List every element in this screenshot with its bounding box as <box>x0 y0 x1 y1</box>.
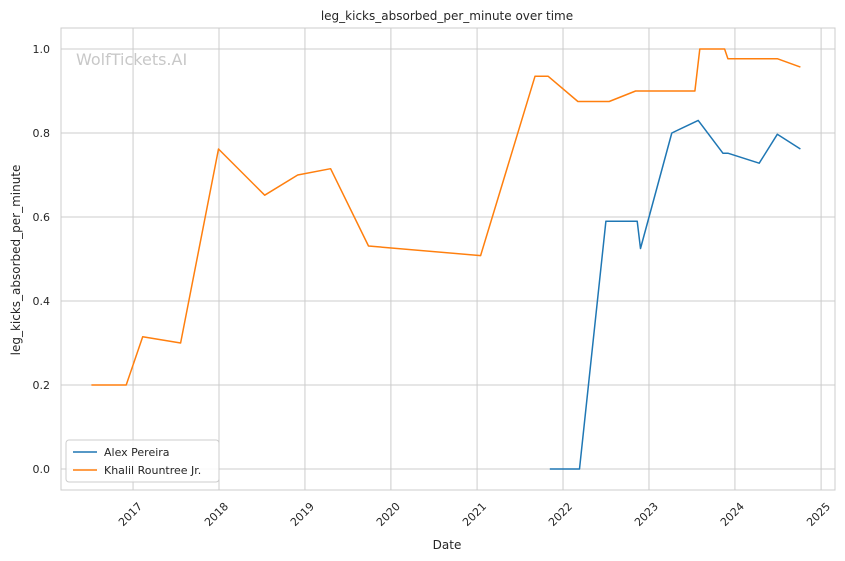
grid <box>61 28 835 490</box>
y-axis-label: leg_kicks_absorbed_per_minute <box>9 165 23 356</box>
y-tick-label: 0.4 <box>33 295 51 308</box>
y-axis-ticks: 0.0 0.2 0.4 0.6 0.8 1.0 <box>33 43 51 476</box>
watermark: WolfTickets.AI <box>76 50 187 69</box>
legend-label: Alex Pereira <box>104 446 170 459</box>
series-layer <box>91 48 801 470</box>
y-tick-label: 0.6 <box>33 211 51 224</box>
y-tick-label: 0.0 <box>33 463 51 476</box>
plot-frame <box>60 27 836 491</box>
series-line-khalil-rountree-jr <box>91 48 801 386</box>
legend-box <box>65 439 220 483</box>
x-axis-label: Date <box>433 538 462 552</box>
legend: Alex Pereira Khalil Rountree Jr. <box>65 439 220 483</box>
legend-label: Khalil Rountree Jr. <box>104 464 201 477</box>
y-tick-label: 1.0 <box>33 43 51 56</box>
y-tick-label: 0.2 <box>33 379 51 392</box>
chart-title: leg_kicks_absorbed_per_minute over time <box>321 9 573 23</box>
series-line-alex-pereira <box>549 119 801 470</box>
y-tick-label: 0.8 <box>33 127 51 140</box>
